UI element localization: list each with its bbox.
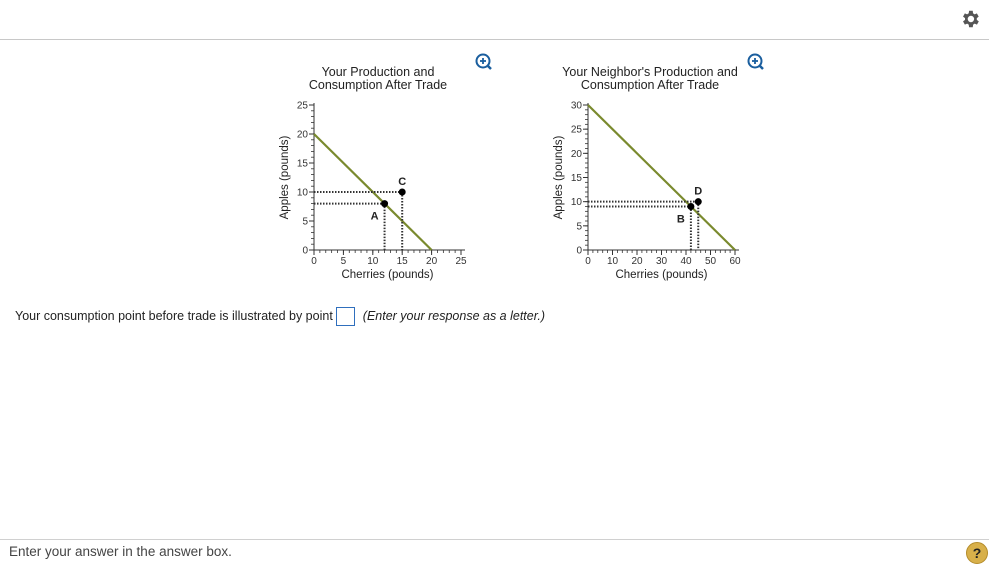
point-label: A: [371, 211, 379, 223]
status-text: Enter your answer in the answer box.: [9, 544, 232, 559]
y-tick-label: 5: [302, 217, 308, 228]
y-tick-label: 10: [571, 197, 583, 208]
gear-icon[interactable]: [959, 8, 981, 30]
y-axis-label: Apples (pounds): [553, 135, 565, 219]
y-axis-label: Apples (pounds): [279, 135, 291, 219]
chart-title: Your Neighbor's Production and Consumpti…: [555, 66, 745, 92]
y-tick-label: 15: [571, 173, 583, 184]
question-text: Your consumption point before trade is i…: [15, 308, 333, 323]
bottom-bar: [0, 539, 989, 568]
point-c: [398, 188, 406, 196]
ppf-chart-1: 0 5 10 15 20 25 0 5 10 15 20 25 Cherries (pounds) App…: [279, 101, 467, 282]
chart-title: Your Production and Consumption After Tr…: [298, 66, 458, 92]
y-tick-label: 5: [576, 221, 582, 232]
x-tick-label: 10: [367, 256, 379, 267]
x-tick-label: 40: [680, 256, 692, 267]
point-label: B: [677, 214, 685, 226]
x-tick-label: 15: [397, 256, 409, 267]
answer-hint: (Enter your response as a letter.): [362, 308, 546, 323]
y-tick-label: 0: [576, 246, 582, 257]
chart-title-line: Consumption After Trade: [580, 78, 720, 92]
x-tick-label: 50: [705, 256, 717, 267]
chart-title-line: Consumption After Trade: [308, 78, 448, 92]
x-tick-label: 60: [729, 256, 741, 267]
x-tick-label: 20: [631, 256, 643, 267]
question-row: Your consumption point before trade is i…: [15, 307, 545, 326]
y-tick-label: 15: [297, 159, 309, 170]
answer-input[interactable]: [335, 307, 355, 326]
x-axis-label: Cherries (pounds): [341, 269, 433, 281]
x-tick-label: 0: [311, 256, 317, 267]
point-label: C: [398, 176, 406, 188]
x-tick-label: 20: [426, 256, 438, 267]
y-tick-label: 0: [302, 246, 308, 257]
top-toolbar: [0, 0, 989, 40]
y-tick-label: 10: [297, 188, 309, 199]
x-tick-label: 0: [585, 256, 591, 267]
zoom-in-icon[interactable]: [746, 53, 764, 71]
point-d: [694, 198, 702, 206]
y-tick-label: 25: [571, 125, 583, 136]
ppf-line: [587, 104, 736, 251]
chart-title-line: Your Neighbor's Production and: [562, 65, 738, 79]
y-tick-label: 20: [571, 149, 583, 160]
point-label: D: [694, 186, 702, 198]
ppf-chart-2: 0 10 20 30 40 50 60 0 5 10 15 20 25 30 Cherries (pound…: [553, 101, 741, 282]
help-icon[interactable]: ?: [966, 542, 988, 564]
point-b: [687, 203, 695, 210]
x-tick-label: 25: [455, 256, 467, 267]
chart-title-line: Your Production and: [321, 65, 435, 79]
x-axis-label: Cherries (pounds): [615, 269, 707, 281]
y-tick-label: 20: [297, 130, 309, 141]
ppf-line: [313, 133, 433, 251]
zoom-in-icon[interactable]: [474, 53, 492, 71]
y-tick-label: 30: [571, 101, 583, 112]
point-a: [381, 200, 389, 208]
x-tick-label: 5: [341, 256, 347, 267]
x-tick-label: 10: [607, 256, 619, 267]
y-tick-label: 25: [297, 101, 309, 112]
x-tick-label: 30: [656, 256, 668, 267]
